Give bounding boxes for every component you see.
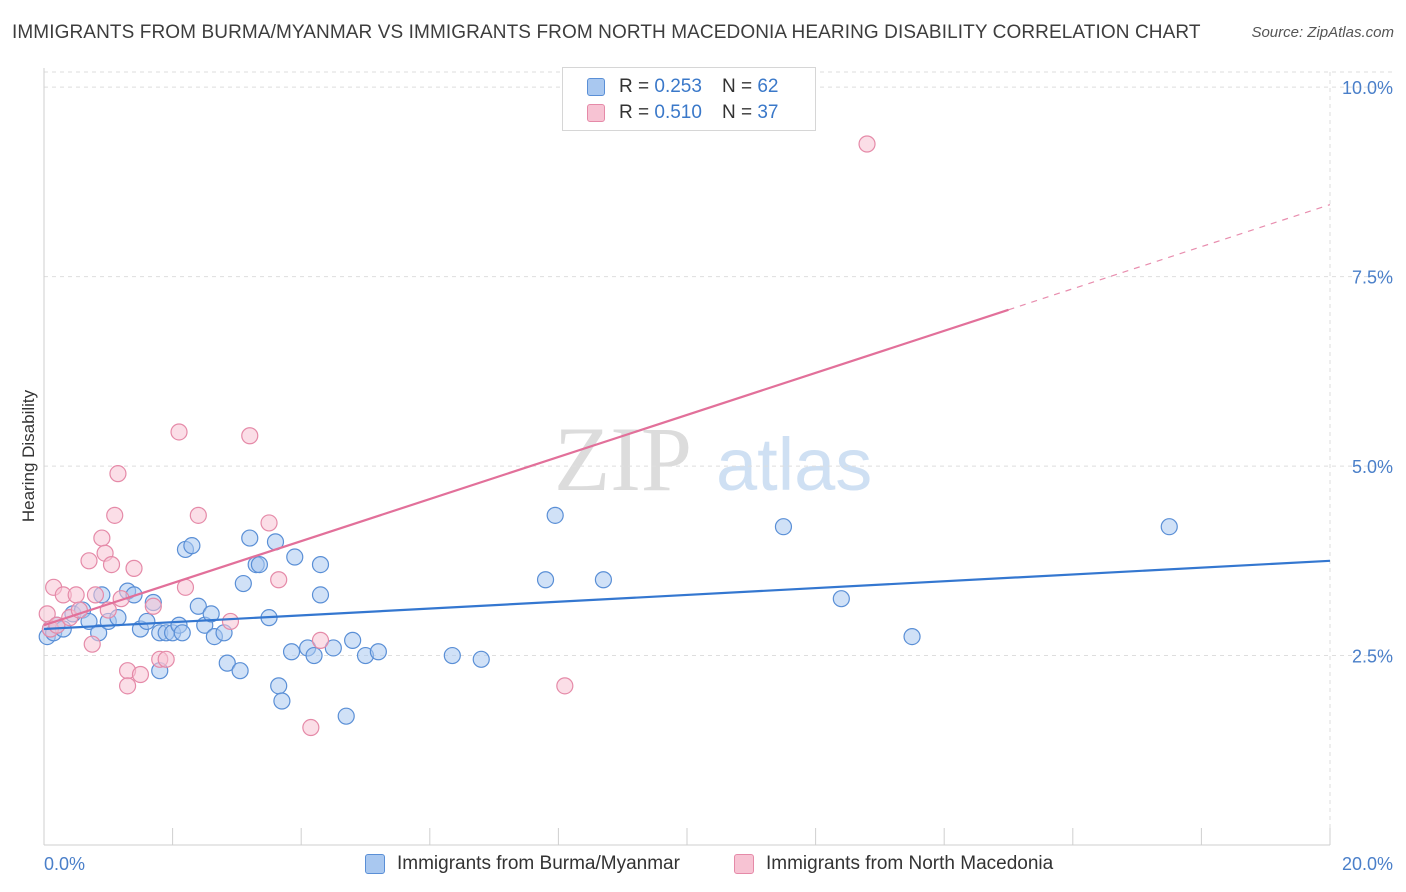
legend-n-label: N = — [721, 102, 753, 123]
bottom-legend-swatch-series1 — [365, 854, 385, 874]
x-tick-label-min: 0.0% — [44, 854, 85, 874]
trend-line-series2 — [43, 308, 1009, 627]
data-point — [311, 631, 330, 649]
series2-points — [38, 135, 876, 737]
data-point — [93, 529, 111, 547]
data-point — [273, 692, 291, 710]
legend-r-value: 0.253 — [654, 76, 702, 97]
data-point — [903, 627, 921, 646]
bottom-legend-series1: Immigrants from Burma/Myanmar — [365, 851, 680, 877]
data-point — [337, 707, 355, 725]
y-tick-label: 7.5% — [1352, 268, 1393, 288]
trend-lines — [43, 204, 1331, 631]
data-point — [858, 135, 876, 153]
data-point — [472, 650, 490, 668]
x-tick-label-max: 20.0% — [1342, 854, 1393, 874]
data-point — [234, 574, 252, 593]
data-point — [112, 590, 130, 608]
y-tick-labels: 2.5% 5.0% 7.5% 10.0% — [1342, 78, 1393, 666]
data-point — [231, 662, 249, 680]
data-point — [774, 518, 793, 536]
legend-n-value: 37 — [757, 102, 779, 123]
legend-n-value: 62 — [757, 76, 779, 97]
data-point — [202, 605, 220, 623]
data-point — [832, 590, 850, 608]
series1-points — [38, 506, 1178, 725]
y-axis-label: Hearing Disability — [19, 389, 38, 522]
data-point — [443, 646, 461, 665]
data-point — [369, 643, 387, 661]
data-point — [125, 559, 143, 577]
chart-title: IMMIGRANTS FROM BURMA/MYANMAR VS IMMIGRA… — [12, 22, 1201, 43]
data-point — [241, 427, 259, 445]
correlation-legend: R = 0.253 N = 62 R = 0.510 N = 37 — [562, 67, 816, 131]
watermark-atlas: atlas — [716, 423, 872, 506]
legend-n-label: N = — [721, 76, 753, 97]
legend-swatch-series2 — [587, 104, 605, 122]
bottom-legend-swatch-series2 — [734, 854, 754, 874]
data-point — [311, 555, 330, 574]
bottom-legend-label-series1: Immigrants from Burma/Myanmar — [397, 853, 680, 874]
bottom-legend-label-series2: Immigrants from North Macedonia — [766, 853, 1054, 874]
data-point — [218, 654, 236, 672]
data-point — [157, 650, 175, 668]
data-point — [241, 529, 259, 547]
data-point — [67, 586, 85, 604]
axes — [43, 68, 1331, 846]
data-point — [1160, 518, 1178, 536]
data-point — [546, 506, 564, 524]
data-point — [556, 677, 574, 695]
trend-line-series2-extension — [1008, 204, 1331, 311]
data-point — [131, 665, 150, 684]
data-point — [286, 548, 304, 566]
data-point — [138, 612, 156, 631]
legend-r-value: 0.510 — [654, 102, 702, 123]
data-point — [282, 643, 301, 661]
legend-r-label: R = — [619, 76, 650, 97]
data-point — [305, 646, 323, 665]
y-tick-label: 10.0% — [1342, 78, 1393, 98]
data-point — [221, 612, 240, 631]
data-point — [250, 555, 269, 574]
data-point — [311, 586, 330, 604]
watermark-zip: ZIP — [554, 408, 692, 510]
data-point — [270, 677, 288, 695]
y-tick-label: 5.0% — [1352, 457, 1393, 477]
trend-line-series1 — [43, 559, 1331, 631]
data-point — [102, 555, 121, 574]
data-point — [189, 597, 207, 615]
x-tick-labels: 0.0% 20.0% — [44, 854, 1393, 874]
data-point — [260, 514, 278, 532]
legend-swatch-series1 — [587, 78, 605, 96]
y-tick-label: 2.5% — [1352, 647, 1393, 667]
bottom-legend-series2: Immigrants from North Macedonia — [734, 851, 1053, 877]
source-label: Source: ZipAtlas.com — [1251, 24, 1394, 41]
data-point — [80, 552, 98, 570]
data-point — [270, 571, 288, 589]
legend-r-label: R = — [619, 102, 650, 123]
legend-row-series1: R = 0.253 N = 62 — [587, 75, 778, 99]
data-point — [189, 506, 207, 524]
data-point — [344, 631, 362, 649]
data-point — [106, 506, 124, 524]
data-point — [173, 624, 191, 642]
data-point — [109, 465, 127, 483]
data-point — [183, 537, 201, 555]
data-point — [302, 718, 320, 737]
data-point — [118, 677, 137, 695]
data-point — [324, 639, 342, 657]
data-point — [144, 597, 162, 615]
data-point — [594, 571, 613, 589]
data-point — [86, 586, 105, 604]
data-point — [536, 571, 555, 589]
data-point — [83, 635, 101, 653]
data-point — [170, 423, 188, 441]
legend-row-series2: R = 0.510 N = 37 — [587, 101, 778, 125]
